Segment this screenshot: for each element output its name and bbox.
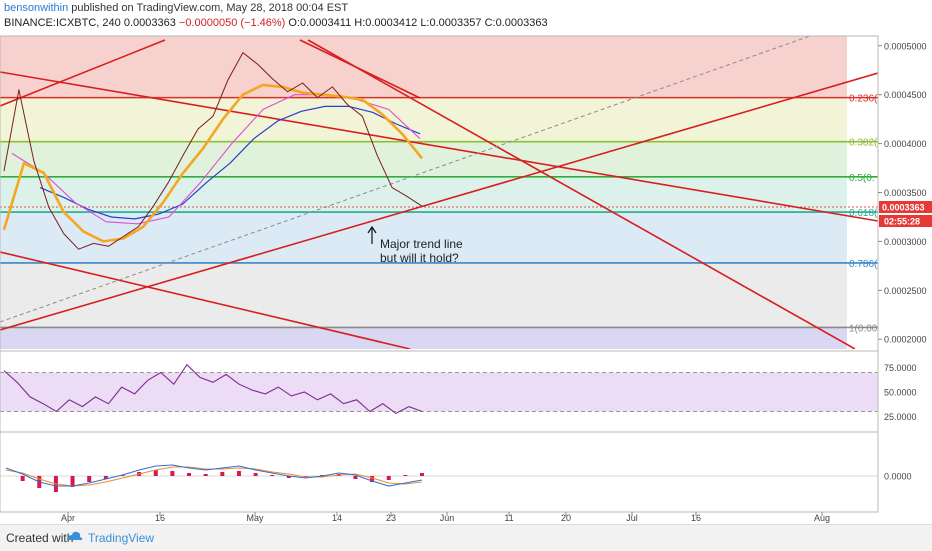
macd-hist-bar (87, 476, 92, 482)
macd-hist-bar (403, 475, 408, 476)
fib-label: 0.382( (849, 138, 878, 149)
created-with-text: Created with (6, 531, 74, 545)
x-tick-label: 16 (691, 513, 701, 523)
open-label: O: (288, 17, 300, 29)
ma-blue-line (39, 105, 421, 220)
rsi-tick-label: 50.0000 (884, 388, 917, 398)
x-tick-label: 14 (332, 513, 342, 523)
y-tick-label: 0.0005000 (884, 41, 927, 51)
macd-hist-bar (187, 473, 192, 476)
macd-hist-bar (203, 474, 208, 476)
rsi-panel (0, 363, 878, 415)
fib-label: 0.236( (849, 94, 878, 105)
trend-lines (0, 36, 878, 349)
y-tick-label: 0.0002000 (884, 335, 927, 345)
close-value: 0.0003363 (495, 17, 548, 29)
axes: 0.0005000 0.0004500 0.0004000 0.0003500 0.00… (0, 35, 932, 523)
low-value: 0.0003357 (429, 17, 482, 29)
x-tick-label: 20 (561, 513, 571, 523)
fib-zone (0, 36, 847, 98)
y-tick-label: 0.0004000 (884, 139, 927, 149)
fib-label: 0.5(0. (849, 173, 875, 184)
macd-hist-bar (270, 475, 275, 476)
fibonacci-zones (0, 36, 878, 349)
rsi-tick-label: 25.0000 (884, 412, 917, 422)
annotation-text: Major trend line but will it hold? (380, 237, 463, 265)
fibonacci-lines: 0.236( 0.382( 0.5(0. 0.618( 0.786( 1(0.00 (0, 94, 878, 334)
macd-hist-bar (386, 476, 391, 480)
fib-zone (0, 141, 847, 177)
y-tick-label: 0.0002500 (884, 286, 927, 296)
trend-line (0, 71, 878, 222)
high-label: H: (354, 17, 366, 29)
ma-orange-line (2, 83, 424, 243)
dashed-trend-line (0, 36, 811, 323)
macd-hist-bar (70, 476, 75, 487)
countdown-badge (879, 215, 932, 227)
macd-hist-bar (220, 472, 225, 476)
x-tick-label: Jul (626, 513, 638, 523)
macd-line (5, 464, 423, 487)
last-price: 0.0003363 (123, 17, 176, 29)
x-tick-label: Aug (814, 513, 830, 523)
fib-zone (0, 212, 847, 263)
price-line (3, 52, 423, 250)
fib-label: 1(0.00 (849, 323, 878, 334)
x-tick-label: May (246, 513, 264, 523)
price-change: −0.0000050 (−1.46%) (178, 17, 286, 29)
fib-zone (0, 327, 847, 349)
macd-hist-bar (253, 473, 258, 476)
fib-gap (847, 36, 878, 349)
x-tick-label: Jun (440, 513, 455, 523)
y-tick-label: 0.0003500 (884, 188, 927, 198)
macd-hist-bar (20, 476, 25, 481)
rsi-line (3, 363, 423, 415)
annotation-line-2: but will it hold? (380, 251, 459, 265)
open-value: 0.0003411 (300, 17, 352, 29)
y-tick-label: 0.0004500 (884, 90, 927, 100)
macd-panel (0, 464, 878, 492)
symbol: BINANCE:ICXBTC, 240 (4, 17, 121, 29)
x-tick-label: 11 (504, 513, 513, 523)
annotation-arrowhead (367, 225, 377, 234)
macd-hist-bar (153, 470, 158, 476)
tradingview-link[interactable]: TradingView (88, 531, 155, 545)
macd-hist-bar (420, 473, 424, 476)
countdown-badge-text: 02:55:28 (884, 217, 920, 227)
rsi-band (0, 372, 878, 412)
fib-label: 0.786( (849, 259, 878, 270)
macd-tick-label: 0.0000 (884, 472, 912, 482)
x-tick-label: 16 (155, 513, 165, 523)
x-tick-label: 23 (386, 513, 396, 523)
author-link[interactable]: bensonwithin (4, 2, 69, 14)
low-label: L: (420, 17, 430, 29)
symbol-line: BINANCE:ICXBTC, 240 0.0003363 −0.0000050… (4, 17, 548, 29)
macd-hist-bar (170, 471, 175, 476)
macd-hist-bar (103, 476, 108, 479)
high-value: 0.0003412 (365, 17, 418, 29)
macd-hist-bar (370, 476, 375, 482)
macd-hist-bar (286, 476, 291, 478)
price-series (2, 52, 424, 250)
x-tick-label: Apr (61, 513, 75, 523)
publish-line: bensonwithin published on TradingView.co… (4, 2, 348, 14)
publish-text: published on TradingView.com, May 28, 20… (71, 2, 349, 14)
trend-line (0, 251, 411, 349)
price-badge-text: 0.0003363 (882, 203, 925, 213)
fib-zone (0, 262, 847, 328)
y-tick-label: 0.0003000 (884, 237, 927, 247)
annotation-line-1: Major trend line (380, 237, 463, 251)
trend-line (307, 39, 856, 349)
macd-hist-bar (236, 471, 241, 476)
close-label: C: (484, 17, 496, 29)
macd-hist-bar (353, 476, 358, 479)
trend-line (299, 39, 421, 99)
price-badge (879, 201, 932, 213)
footer: Created with TradingView (0, 524, 932, 551)
fib-label: 0.618( (849, 208, 878, 219)
tradingview-logo-icon[interactable] (64, 529, 84, 543)
trend-line (0, 39, 166, 107)
rsi-tick-label: 75.0000 (884, 363, 917, 373)
